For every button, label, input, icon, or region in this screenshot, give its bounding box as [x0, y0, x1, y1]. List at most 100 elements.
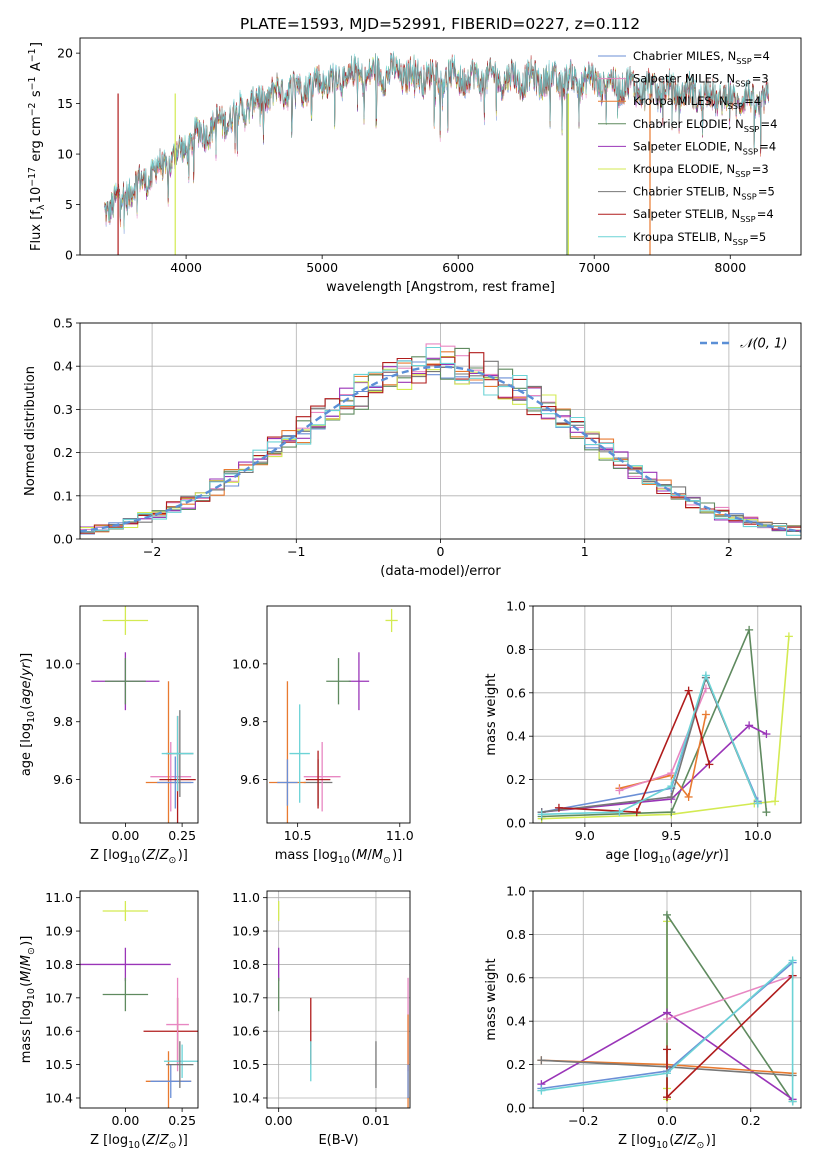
- weight-line: [666, 974, 793, 1020]
- y-axis-label: mass [log10 (M/M⊙ )]: [19, 936, 37, 1064]
- weight-line: [541, 629, 768, 818]
- x-tick-label: 10.5: [284, 828, 312, 843]
- legend-label: 𝒩(0, 1): [740, 337, 787, 352]
- y-tick-label: 0.8: [506, 642, 526, 657]
- y-tick-label: 0.4: [53, 359, 73, 374]
- legend-label: Kroupa STELIB, NSSP =5: [633, 230, 766, 247]
- x-tick-label: 0.25: [168, 828, 196, 843]
- spectrum-legend: Chabrier MILES, NSSP =4 Salpeter MILES, N…: [598, 49, 777, 247]
- x-tick-label: 0.00: [111, 1113, 139, 1128]
- axes-frame: [79, 322, 802, 540]
- y-tick-label: 0: [65, 248, 73, 263]
- axes-frame: [79, 605, 199, 824]
- y-tick-label: 1.0: [506, 884, 526, 899]
- axes-frame: [532, 890, 802, 1109]
- x-tick-label: 0.25: [168, 1113, 196, 1128]
- legend-label: Chabrier MILES, NSSP =4: [633, 49, 770, 66]
- y-tick-label: 10.7: [45, 990, 73, 1005]
- axes-p8: −0.2 0.0 0.2 0.0 0.2 0.4 0.6 0.8 1.0 Z [log10 (Z/…: [484, 884, 802, 1151]
- plot-area-p4: [269, 608, 398, 823]
- x-tick-label: 10.0: [744, 828, 772, 843]
- y-tick-label: 10.0: [45, 656, 73, 671]
- legend-label: Chabrier STELIB, NSSP =5: [633, 185, 775, 202]
- y-tick-label: 15: [57, 96, 73, 111]
- y-tick-label: 0.0: [506, 1101, 526, 1116]
- y-axis-label: mass weight: [484, 673, 499, 755]
- y-tick-label: 0.1: [53, 488, 73, 503]
- plot-area-p3: [91, 606, 196, 823]
- axes-p6: 0.00 0.25 10.4 10.5 10.6 10.7 10.8 10.9 11.0 Z [l…: [19, 890, 199, 1151]
- weight-line: [541, 724, 767, 813]
- x-tick-label: 9.0: [575, 828, 595, 843]
- y-tick-label: 9.6: [53, 772, 73, 787]
- x-axis-label: Z [log10 (Z/Z⊙ )]: [90, 1133, 188, 1151]
- y-tick-label: 9.8: [53, 714, 73, 729]
- x-tick-label: 0.00: [111, 828, 139, 843]
- x-tick-label: 1: [581, 544, 589, 559]
- legend-label: Salpeter STELIB, NSSP =4: [633, 207, 774, 224]
- y-tick-label: 10.7: [232, 990, 260, 1005]
- y-tick-label: 10.5: [232, 1057, 260, 1072]
- y-tick-label: 20: [57, 46, 73, 61]
- x-axis-label: E(B-V): [318, 1133, 358, 1148]
- y-tick-label: 0.6: [506, 970, 526, 985]
- normal-curve: [80, 365, 801, 533]
- legend-label: Salpeter MILES, NSSP =3: [633, 72, 769, 89]
- y-tick-label: 10.8: [232, 957, 260, 972]
- x-axis-label: wavelength [Angstrom, rest frame]: [326, 280, 555, 295]
- y-tick-label: 0.5: [53, 316, 73, 331]
- x-tick-label: 0.01: [362, 1113, 390, 1128]
- legend-label: Kroupa MILES, NSSP =4: [633, 94, 761, 111]
- x-tick-label: 0.0: [657, 1113, 677, 1128]
- y-tick-label: 10.5: [45, 1057, 73, 1072]
- y-tick-label: 1.0: [506, 599, 526, 614]
- x-tick-label: −0.2: [568, 1113, 598, 1128]
- plot-area-p7: [278, 901, 409, 1108]
- legend-label: Salpeter ELODIE, NSSP =4: [633, 139, 776, 156]
- x-axis-label: Z [log10 (Z/Z⊙ )]: [90, 848, 188, 866]
- y-tick-label: 9.6: [240, 772, 260, 787]
- y-tick-label: 11.0: [45, 890, 73, 905]
- x-tick-label: 11.0: [386, 828, 414, 843]
- y-tick-label: 10.9: [45, 924, 73, 939]
- y-tick-label: 0.0: [53, 532, 73, 547]
- axes-frame: [79, 37, 802, 256]
- axes-p3: 0.00 0.25 9.6 9.8 10.0 Z [log10 (Z/Z⊙ )] age […: [19, 605, 199, 866]
- axes-frame: [532, 605, 802, 824]
- x-tick-label: −1: [287, 544, 305, 559]
- y-tick-label: 0.4: [506, 729, 526, 744]
- figure-title: PLATE=1593, MJD=52991, FIBERID=0227, z=0…: [240, 15, 640, 33]
- plot-area-spectrum: [104, 51, 769, 255]
- axes-p7: 0.00 0.01 10.4 10.5 10.6 10.7 10.8 10.9 11.0 E(B-…: [232, 890, 411, 1148]
- y-tick-label: 9.8: [240, 714, 260, 729]
- x-tick-label: 9.5: [661, 828, 681, 843]
- x-tick-label: 0.00: [265, 1113, 293, 1128]
- x-tick-label: −2: [143, 544, 161, 559]
- axes-p4: 10.5 11.0 9.6 9.8 10.0 mass [log10 (M/M⊙ )]: [232, 605, 414, 866]
- y-tick-label: 10.4: [45, 1090, 73, 1105]
- plot-area-residuals: [80, 343, 801, 536]
- y-axis-label: age [log10 (age/yr)]: [19, 653, 37, 776]
- x-tick-label: 4000: [170, 260, 202, 275]
- y-tick-label: 0.2: [53, 445, 73, 460]
- y-tick-label: 0.0: [506, 816, 526, 831]
- weight-line: [541, 958, 794, 1102]
- y-tick-label: 0.2: [506, 772, 526, 787]
- x-tick-label: 0.2: [741, 1113, 761, 1128]
- y-tick-label: 0.2: [506, 1057, 526, 1072]
- y-tick-label: 0.8: [506, 927, 526, 942]
- weight-line: [558, 688, 711, 813]
- legend-label: Kroupa ELODIE, NSSP =3: [633, 162, 769, 179]
- x-tick-label: 7000: [578, 260, 610, 275]
- y-tick-label: 0.6: [506, 685, 526, 700]
- y-axis-label: mass weight: [484, 958, 499, 1040]
- x-axis-label: Z [log10 (Z/Z⊙ )]: [618, 1133, 716, 1151]
- x-tick-label: 2: [725, 544, 733, 559]
- y-tick-label: 10.0: [232, 656, 260, 671]
- spectrum-line: [104, 51, 769, 230]
- axes-p5: 9.0 9.5 10.0 0.0 0.2 0.4 0.6 0.8 1.0 age [log10 (…: [484, 599, 802, 866]
- x-axis-label: age [log10 (age/yr)]: [605, 848, 728, 866]
- y-tick-label: 10.4: [232, 1090, 260, 1105]
